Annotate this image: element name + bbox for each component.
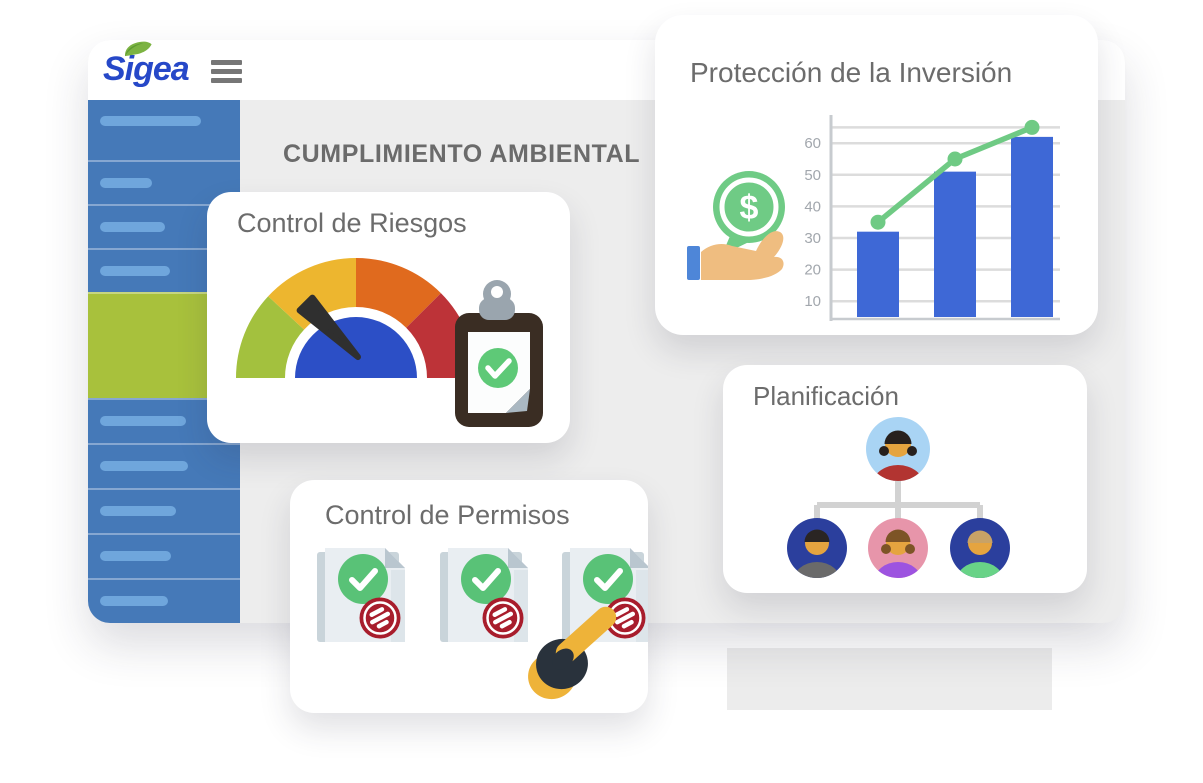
sidebar-item[interactable]: [88, 533, 240, 578]
approved-document-1: [317, 548, 405, 642]
page-title: CUMPLIMIENTO AMBIENTAL: [283, 140, 641, 168]
sidebar-item-label-placeholder: [100, 506, 176, 516]
sidebar-item-label-placeholder: [100, 222, 165, 232]
card-control-de-permisos: Control de Permisos: [290, 480, 648, 713]
card-planificacion-title: Planificación: [753, 381, 899, 411]
card-inversion-title: Protección de la Inversión: [690, 57, 1013, 88]
leaf-icon: [125, 41, 152, 57]
gauge-needle: [296, 294, 361, 360]
svg-text:60: 60: [804, 135, 821, 152]
sidebar-menu: [88, 100, 240, 623]
sidebar-item[interactable]: [88, 160, 240, 204]
sidebar-item[interactable]: [88, 488, 240, 533]
card-riesgos-title: Control de Riesgos: [237, 208, 467, 238]
coin-dollar-symbol: $: [740, 189, 759, 227]
card-planificacion: Planificación: [723, 365, 1087, 593]
sidebar-item[interactable]: [88, 248, 240, 292]
card-permisos-title: Control de Permisos: [325, 500, 570, 530]
sidebar-item-label-placeholder: [100, 416, 186, 426]
svg-text:20: 20: [804, 262, 821, 279]
sidebar-item[interactable]: [88, 398, 240, 443]
svg-text:30: 30: [804, 230, 821, 247]
clipboard-check-icon: [455, 280, 543, 427]
sidebar-item[interactable]: [88, 116, 240, 160]
hamburger-menu-icon[interactable]: [211, 60, 242, 87]
background-block: [727, 648, 1052, 710]
sidebar-item[interactable]: [88, 443, 240, 488]
card-proteccion-inversion: Protección de la Inversión $ 10 20 30 40 50 6…: [655, 15, 1098, 335]
org-chart-connectors: [814, 481, 983, 520]
approved-document-2: [440, 548, 528, 642]
gauge-meter-icon: [236, 257, 543, 427]
sidebar-item-label-placeholder: [100, 266, 170, 276]
svg-text:50: 50: [804, 167, 821, 184]
hand-holding-coin-icon: $: [687, 171, 785, 280]
sidebar-item[interactable]: [88, 578, 240, 623]
investment-chart: 10 20 30 40 50 60: [804, 115, 1060, 321]
sidebar-item-label-placeholder: [100, 116, 201, 126]
rubber-stamp-icon: [528, 606, 617, 700]
sidebar-item-label-placeholder: [100, 178, 152, 188]
hand-cuff: [687, 246, 700, 280]
svg-text:10: 10: [804, 293, 821, 310]
avatar-member-3: [950, 518, 1010, 578]
approved-documents-icon: [290, 480, 648, 700]
sidebar-item-label-placeholder: [100, 596, 168, 606]
sidebar-item-label-placeholder: [100, 551, 171, 561]
org-chart-people-icon: [787, 417, 1010, 578]
app-logo-text: Sigea: [103, 50, 190, 88]
sidebar-item[interactable]: [88, 204, 240, 248]
avatar-member-1: [787, 518, 847, 578]
svg-text:40: 40: [804, 198, 821, 215]
card-control-de-riesgos: Control de Riesgos: [207, 192, 570, 443]
avatar-member-2: [868, 518, 928, 578]
sidebar-item-label-placeholder: [100, 461, 188, 471]
app-logo: Sigea: [103, 41, 190, 90]
avatar-manager: [866, 417, 930, 481]
